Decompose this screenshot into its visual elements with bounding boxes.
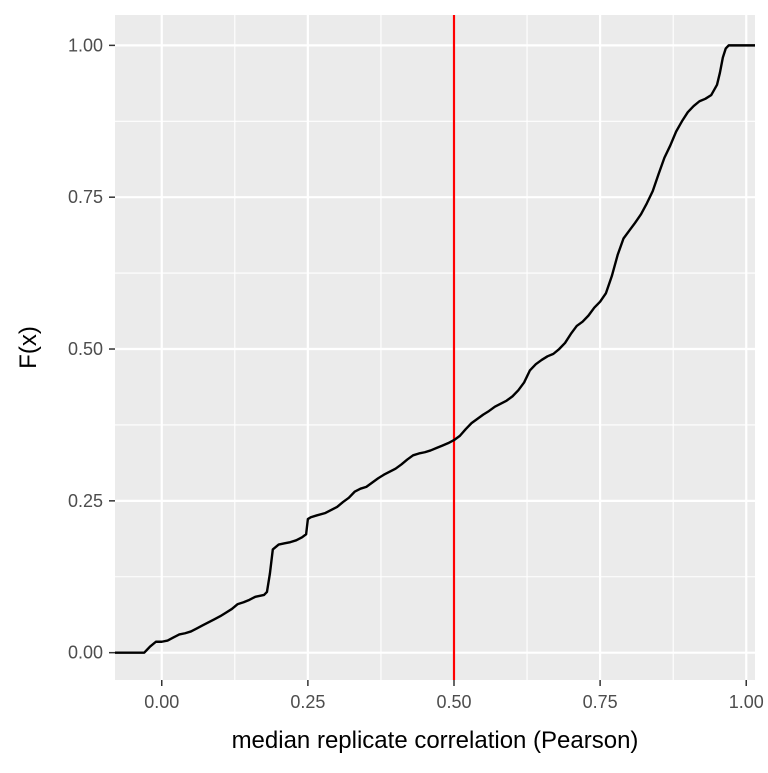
panel-background: [115, 15, 755, 680]
x-tick-label: 0.50: [436, 692, 471, 712]
y-tick-label: 0.75: [68, 187, 103, 207]
y-tick-label: 0.25: [68, 491, 103, 511]
minor-gridlines: [115, 15, 755, 680]
x-axis-title: median replicate correlation (Pearson): [232, 727, 639, 754]
y-tick-label: 0.00: [68, 643, 103, 663]
y-axis-title: F(x): [15, 326, 42, 369]
y-tick-label: 0.50: [68, 339, 103, 359]
x-tick-label: 0.00: [144, 692, 179, 712]
x-tick-label: 0.25: [290, 692, 325, 712]
x-tick-label: 0.75: [583, 692, 618, 712]
ecdf-line: [115, 44, 755, 654]
x-tick-label: 1.00: [729, 692, 764, 712]
y-tick-label: 1.00: [68, 35, 103, 55]
x-axis-ticks: 0.00 0.25 0.50 0.75 1.00: [144, 680, 764, 712]
y-axis-ticks: 0.00 0.25 0.50 0.75 1.00: [68, 35, 115, 663]
series-layer: [115, 44, 755, 654]
